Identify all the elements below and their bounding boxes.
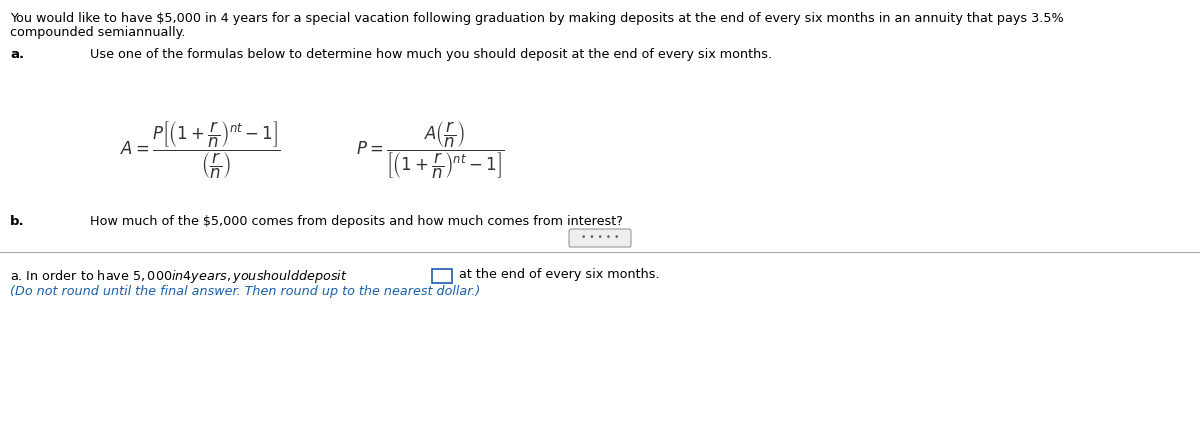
Bar	[432, 269, 452, 283]
Text: How much of the $5,000 comes from deposits and how much comes from interest?: How much of the $5,000 comes from deposi…	[90, 215, 623, 228]
Text: $A = \dfrac{P\left[\left(1+\dfrac{r}{n}\right)^{nt} - 1\right]}{\left(\dfrac{r}{: $A = \dfrac{P\left[\left(1+\dfrac{r}{n}\…	[120, 119, 281, 181]
Text: (Do not round until the final answer. Then round up to the nearest dollar.): (Do not round until the final answer. Th…	[10, 285, 480, 298]
Text: a.: a.	[10, 48, 24, 61]
Text: compounded semiannually.: compounded semiannually.	[10, 26, 185, 39]
Text: $P = \dfrac{A\left(\dfrac{r}{n}\right)}{\left[\left(1+\dfrac{r}{n}\right)^{nt} -: $P = \dfrac{A\left(\dfrac{r}{n}\right)}{…	[355, 119, 504, 181]
Text: at the end of every six months.: at the end of every six months.	[455, 268, 660, 281]
Text: b.: b.	[10, 215, 25, 228]
Text: • • • • •: • • • • •	[581, 233, 619, 243]
Text: You would like to have $5,000 in 4 years for a special vacation following gradua: You would like to have $5,000 in 4 years…	[10, 12, 1063, 25]
FancyBboxPatch shape	[569, 229, 631, 247]
Text: Use one of the formulas below to determine how much you should deposit at the en: Use one of the formulas below to determi…	[90, 48, 772, 61]
Text: a. In order to have $5,000 in 4 years, you should deposit $: a. In order to have $5,000 in 4 years, y…	[10, 268, 348, 285]
